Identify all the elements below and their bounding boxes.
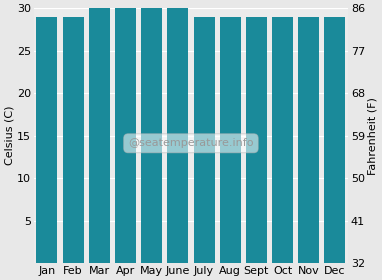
- Bar: [246, 17, 267, 263]
- Bar: [298, 17, 319, 263]
- Y-axis label: Celsius (C): Celsius (C): [4, 106, 14, 165]
- Bar: [36, 17, 57, 263]
- Bar: [220, 17, 241, 263]
- Bar: [115, 8, 136, 263]
- Y-axis label: Fahrenheit (F): Fahrenheit (F): [368, 97, 378, 174]
- Text: @seatemperature.info: @seatemperature.info: [128, 138, 254, 148]
- Bar: [194, 17, 215, 263]
- Bar: [141, 8, 162, 263]
- Bar: [63, 17, 84, 263]
- Bar: [324, 17, 345, 263]
- Bar: [89, 8, 110, 263]
- Bar: [167, 8, 188, 263]
- Bar: [272, 17, 293, 263]
